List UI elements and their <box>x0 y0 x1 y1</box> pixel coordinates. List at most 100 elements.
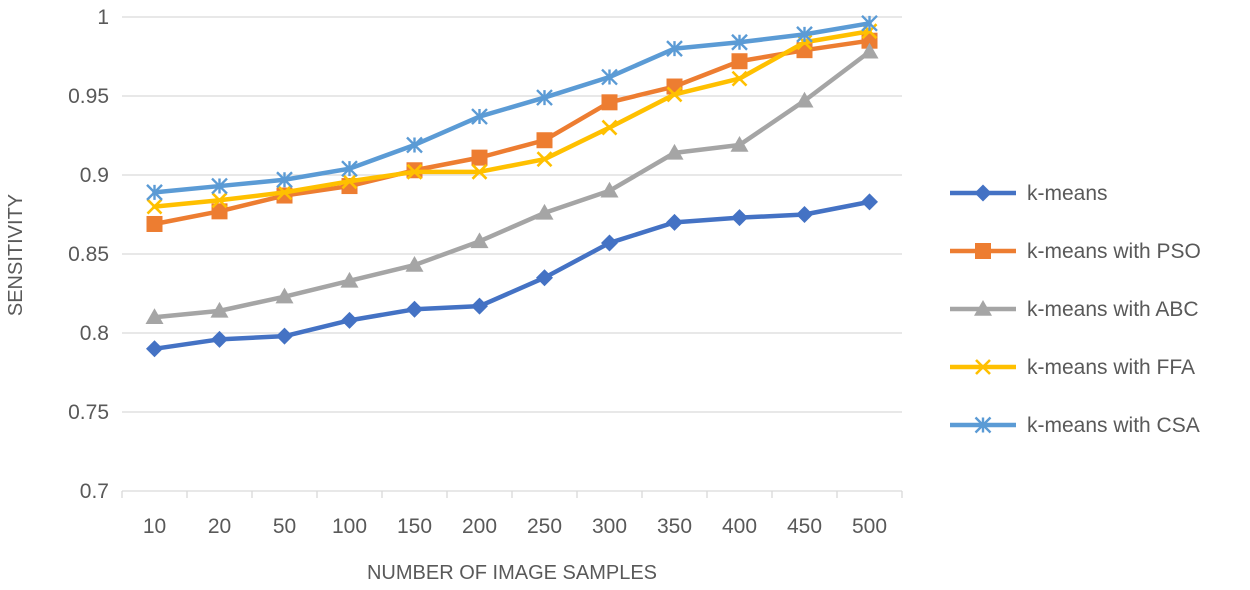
data-point <box>536 132 553 149</box>
data-point <box>666 86 683 103</box>
legend-label: k-means with PSO <box>1027 240 1201 263</box>
x-tick-label: 200 <box>462 515 497 538</box>
data-point <box>731 33 748 51</box>
data-point <box>146 198 163 215</box>
x-tick-label: 500 <box>852 515 887 538</box>
series-line <box>152 199 872 352</box>
data-point <box>666 213 683 231</box>
legend-label: k-means with FFA <box>1027 356 1195 379</box>
x-tick-label: 400 <box>722 515 757 538</box>
data-point <box>406 300 423 318</box>
data-point <box>211 192 228 209</box>
y-tick-label: 0.7 <box>80 480 109 503</box>
data-point <box>406 136 423 154</box>
data-point <box>341 173 358 190</box>
data-point <box>210 301 229 318</box>
y-tick-label: 0.9 <box>80 164 109 187</box>
data-point <box>211 330 228 348</box>
data-point <box>146 340 163 358</box>
series-line <box>152 49 872 320</box>
data-point <box>975 243 991 259</box>
x-tick-label: 150 <box>397 515 432 538</box>
data-point <box>276 171 293 189</box>
y-tick-label: 0.75 <box>68 401 109 424</box>
data-point <box>341 160 358 178</box>
data-point <box>276 327 293 345</box>
data-point <box>601 119 618 136</box>
data-point <box>405 256 424 272</box>
legend-entry: k-means with ABC <box>950 298 1199 321</box>
data-point <box>275 287 294 304</box>
legend-label: k-means with ABC <box>1027 298 1199 321</box>
data-point <box>406 163 423 180</box>
x-tick-label: 300 <box>592 515 627 538</box>
data-point <box>535 203 554 220</box>
x-axis-title: NUMBER OF IMAGE SAMPLES <box>367 562 657 584</box>
series-lines <box>145 14 879 358</box>
legend-entry: k-means with PSO <box>950 240 1201 263</box>
legend-entry: k-means <box>950 182 1108 205</box>
data-point <box>731 70 748 87</box>
data-point <box>861 14 878 32</box>
y-tick-label: 1 <box>97 6 109 29</box>
data-point <box>601 94 618 111</box>
data-point <box>974 184 992 202</box>
series-line <box>152 38 872 227</box>
legend-entry: k-means with FFA <box>950 356 1195 379</box>
data-point <box>536 89 553 106</box>
series-3 <box>145 42 879 324</box>
series-5 <box>146 14 878 201</box>
data-point <box>860 42 879 59</box>
data-point <box>470 232 489 249</box>
x-tick-label: 350 <box>657 515 692 538</box>
legend: k-means k-means with PSO k-means with ABC k… <box>950 182 1201 437</box>
data-point <box>665 143 684 160</box>
gridlines <box>122 16 902 492</box>
x-tick-label: 50 <box>273 515 296 538</box>
x-tick-label: 20 <box>208 515 231 538</box>
data-point <box>276 184 293 201</box>
data-point <box>145 308 164 324</box>
data-point <box>601 234 618 252</box>
data-point <box>340 271 359 288</box>
data-point <box>861 193 878 211</box>
y-tick-label: 0.95 <box>68 85 109 108</box>
data-point <box>211 177 228 195</box>
series-line <box>152 28 872 209</box>
data-point <box>730 135 749 152</box>
data-point <box>795 91 814 108</box>
legend-label: k-means <box>1027 182 1108 205</box>
y-tick-label: 0.8 <box>80 322 109 345</box>
data-point <box>600 181 619 198</box>
data-point <box>471 149 488 166</box>
data-point <box>974 416 992 434</box>
data-point <box>796 26 813 43</box>
y-axis-title: SENSITIVITY <box>5 194 27 316</box>
legend-label: k-means with CSA <box>1027 414 1200 437</box>
x-tick-label: 250 <box>527 515 562 538</box>
series-1 <box>146 193 878 358</box>
data-point <box>974 300 992 316</box>
data-point <box>146 215 163 232</box>
data-point <box>796 206 813 223</box>
data-point <box>211 203 228 220</box>
data-point <box>731 53 748 70</box>
x-tick-label: 10 <box>143 515 166 538</box>
x-tick-label: 450 <box>787 515 822 538</box>
data-point <box>601 68 618 86</box>
data-point <box>536 269 553 287</box>
y-tick-label: 0.85 <box>68 243 109 266</box>
axes: 0.7 0.75 0.8 0.85 0.9 0.95 1 10 20 50 100 150 200 250… <box>68 6 903 538</box>
data-point <box>471 297 488 315</box>
data-point <box>341 311 358 329</box>
data-point <box>146 184 163 201</box>
legend-entry: k-means with CSA <box>950 414 1200 437</box>
series-4 <box>146 23 878 215</box>
x-tick-label: 100 <box>332 515 367 538</box>
data-point <box>666 40 683 57</box>
data-point <box>975 359 991 375</box>
data-point <box>471 163 488 180</box>
series-line <box>152 21 872 195</box>
